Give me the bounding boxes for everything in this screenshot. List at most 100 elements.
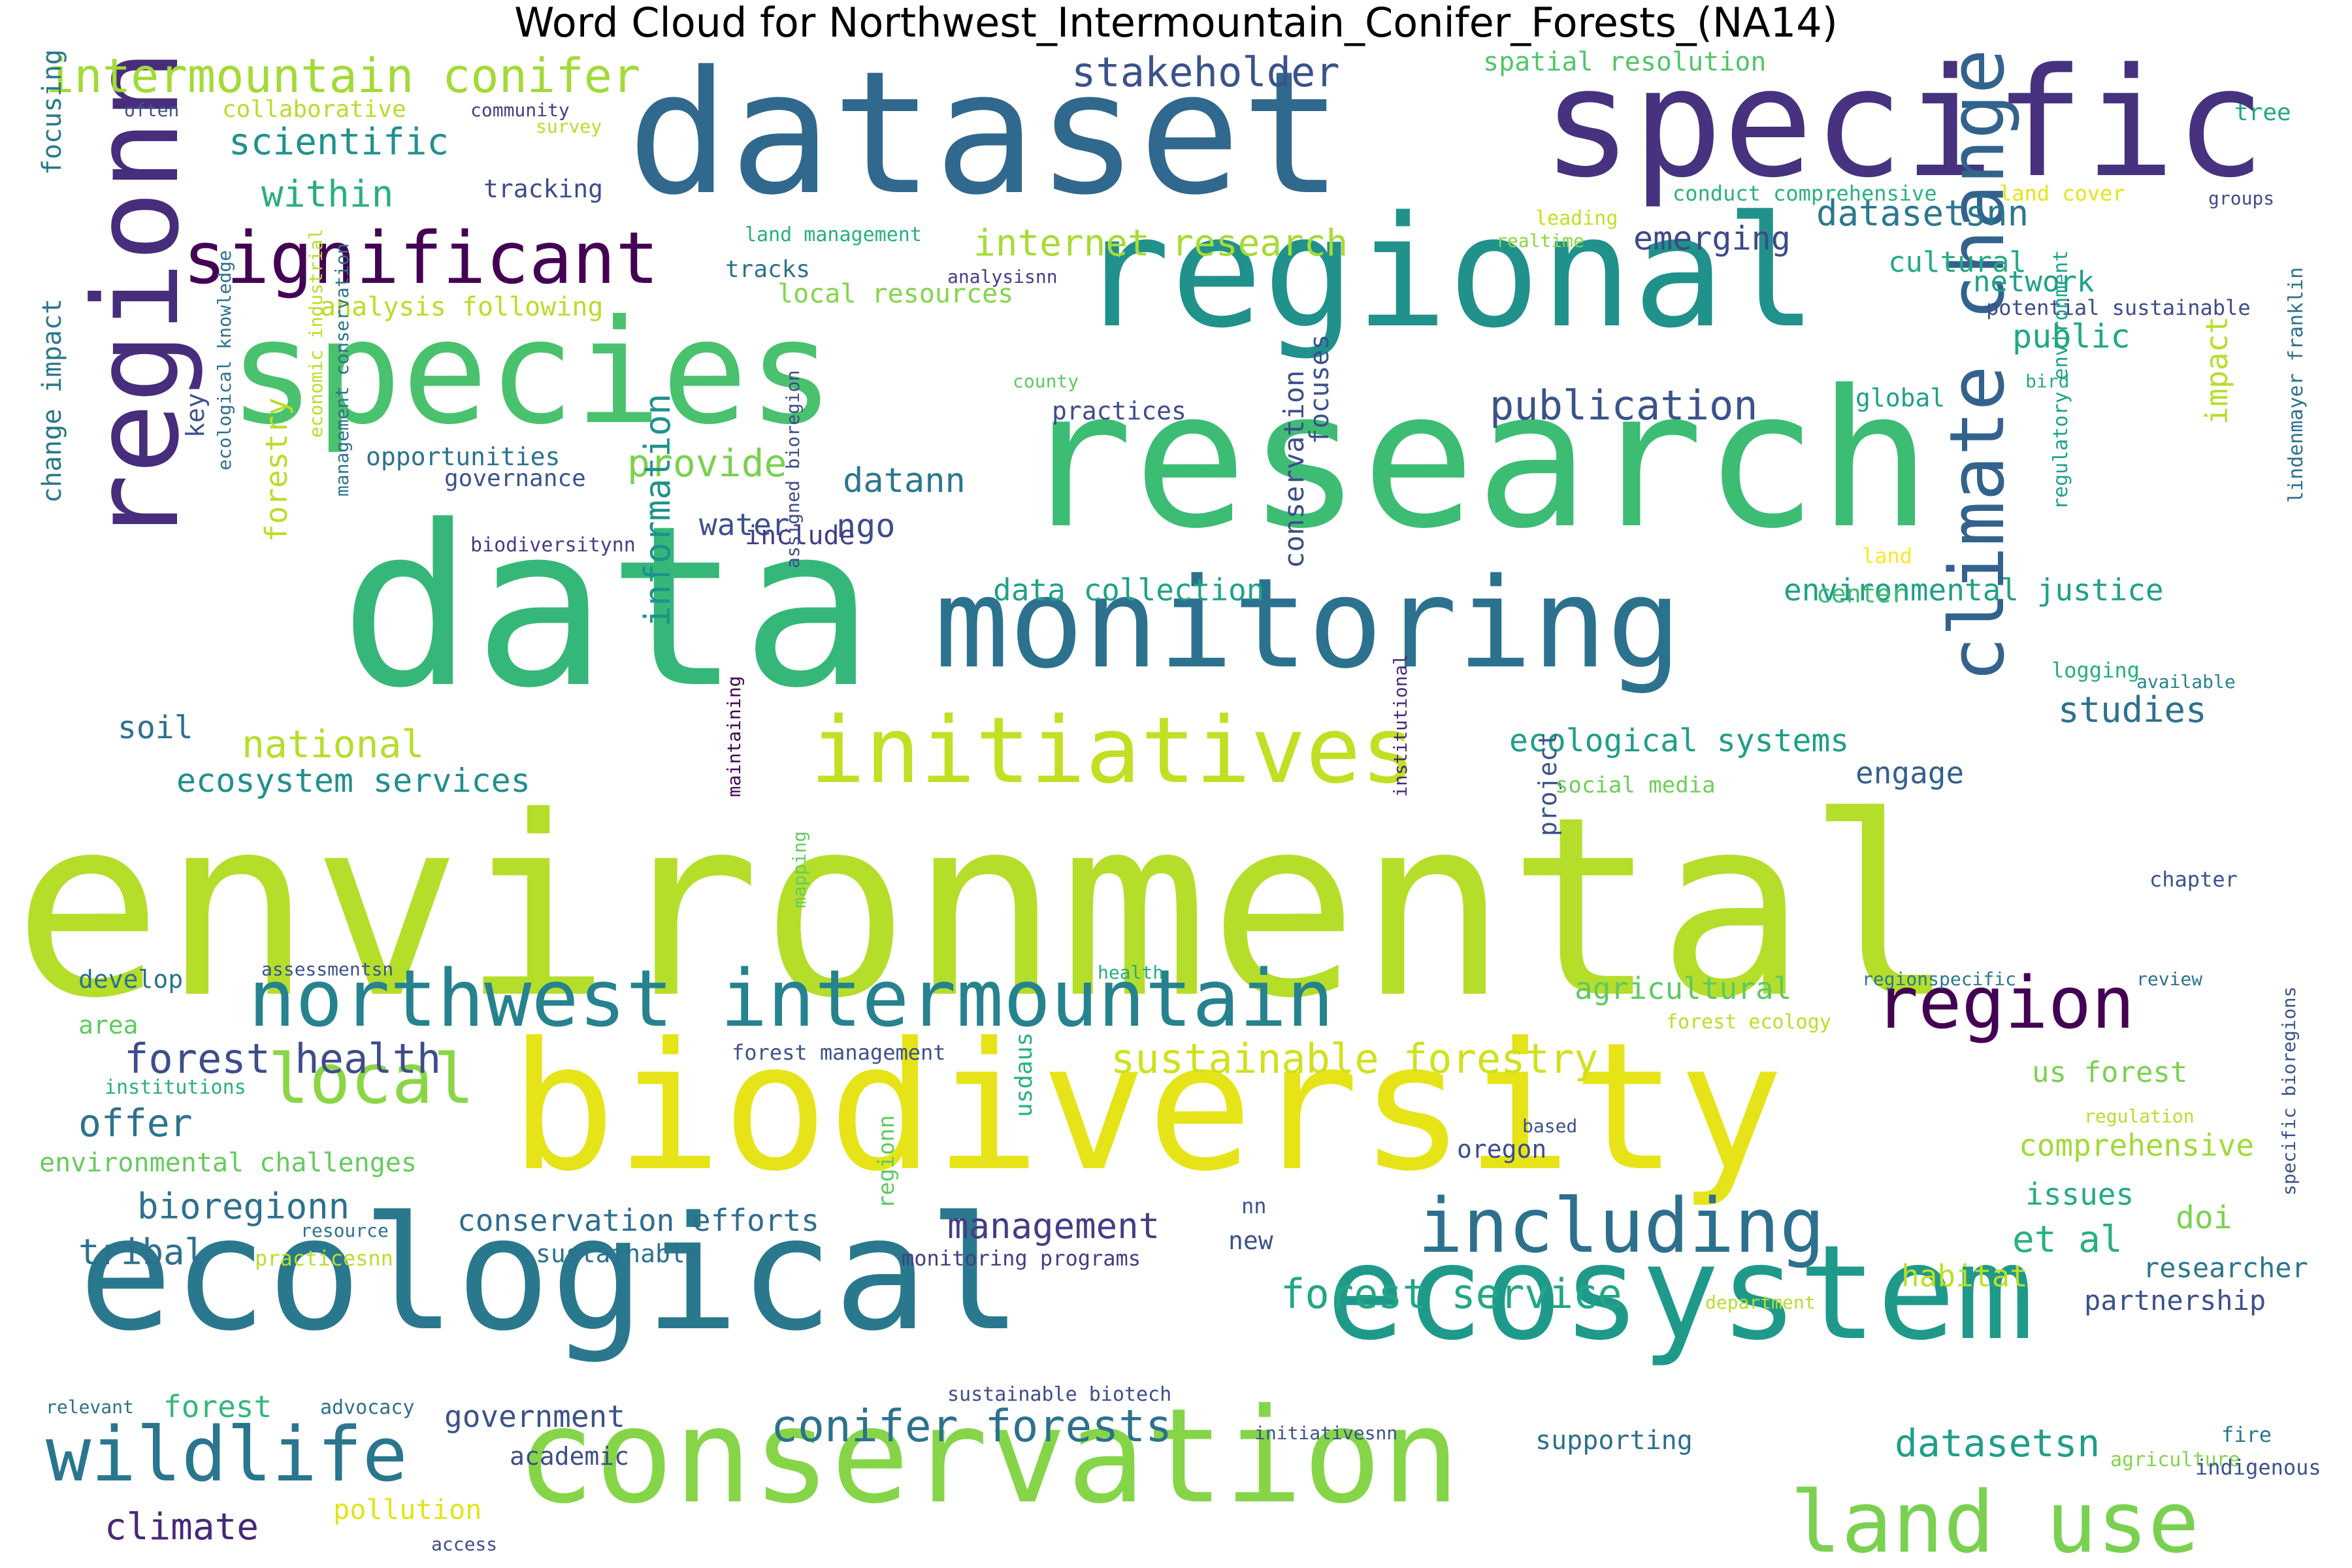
word-water: water [699,507,790,542]
word-community: community [470,99,570,121]
word-groups: groups [2208,188,2275,209]
word-ngo: ngo [836,507,896,545]
word-public: public [2012,318,2131,355]
word-region: region [1875,961,2135,1045]
word-wildlife: wildlife [46,1411,408,1499]
word-conservation: conservation [516,1380,1460,1533]
word-monitoring: monitoring [934,551,1682,696]
word-global: global [1855,384,1946,412]
word-northwest-intermountain: northwest intermountain [248,954,1334,1045]
word-survey: survey [536,116,602,137]
word-comprehensive: comprehensive [2019,1128,2255,1163]
word-forest-service: forest service [1281,1270,1622,1318]
word-us-forest: us forest [2032,1056,2188,1089]
word-spatial-resolution: spatial resolution [1483,47,1767,77]
word-tree: tree [2234,99,2291,126]
word-dataset: dataset [627,35,1343,233]
word-develop: develop [78,965,184,994]
word-regulatory-environment: regulatory environment [2050,250,2072,510]
word-analysisnn: analysisnn [947,266,1058,287]
word-usdaus: usdaus [1011,1032,1037,1117]
word-engage: engage [1855,755,1965,791]
word-forest-ecology: forest ecology [1666,1011,1831,1034]
word-leading: leading [1535,207,1618,230]
word-bird: bird [2025,370,2070,392]
word-regionn: regionn [69,49,205,545]
word-conifer-forests: conifer forests [771,1401,1173,1452]
word-intermountain-conifer: intermountain conifer [46,48,641,103]
word-maintaining: maintaining [723,676,745,797]
word-tracks: tracks [725,256,811,283]
word-key: key [181,393,210,438]
word-partnership: partnership [2084,1284,2266,1316]
word-available: available [2136,671,2236,693]
word-opportunities: opportunities [366,442,561,471]
word-management: management [947,1205,1160,1247]
word-soil: soil [118,710,193,746]
word-ecosystem: ecosystem [1326,1217,2034,1369]
word-often: often [124,99,180,121]
word-assessmentsn: assessmentsn [261,958,394,980]
word-practices: practices [1052,397,1186,425]
word-management-conservation: management conservation [331,243,353,497]
word-issues: issues [2025,1177,2134,1212]
word-institutions: institutions [105,1076,246,1099]
word-oregon: oregon [1457,1135,1547,1164]
word-new: new [1228,1226,1273,1255]
word-health: health [1098,962,1164,983]
word-access: access [431,1533,498,1555]
word-forest: forest [163,1389,272,1424]
word-logging: logging [2051,658,2140,683]
word-cultural: cultural [1888,246,2027,279]
word-agriculture: agriculture [2110,1448,2240,1471]
word-based: based [1522,1115,1578,1137]
word-national: national [242,722,425,766]
word-et-al: et al [2012,1218,2123,1261]
word-initiatives: initiatives [810,698,1416,804]
word-specific-bioregions: specific bioregions [2278,986,2300,1196]
word-initiativesnn: initiativesnn [1254,1422,1398,1444]
word-relevant: relevant [46,1396,134,1418]
word-datasetsnn: datasetsnn [1816,193,2029,234]
word-nn: nn [1241,1194,1267,1218]
word-regulation: regulation [2084,1105,2195,1127]
word-regionn: regionn [874,1115,900,1209]
word-academic: academic [510,1442,630,1471]
word-tribal: tribal [78,1232,206,1273]
word-local-resources: local resources [777,279,1014,309]
word-review: review [2136,968,2203,990]
word-department: department [1705,1292,1816,1313]
word-within: within [261,173,394,216]
word-land-use: land use [1790,1473,2200,1568]
word-lindenmayer-franklin: lindenmayer franklin [2285,267,2308,503]
word-environmental: environmental [13,763,1957,1053]
word-sustainable: sustainable [536,1239,700,1268]
word-ecological-systems: ecological systems [1509,723,1850,759]
word-social-media: social media [1555,772,1716,798]
word-advocacy: advocacy [320,1396,415,1419]
word-governance: governance [444,465,586,492]
word-sustainable-forestry: sustainable forestry [1111,1035,1599,1083]
word-government: government [444,1399,625,1434]
word-biodiversitynn: biodiversitynn [470,534,636,557]
word-potential-sustainable: potential sustainable [1986,295,2251,320]
word-area: area [78,1011,139,1039]
word-regional: regional [1078,184,1818,362]
word-change-impact: change impact [37,298,67,503]
word-tracking: tracking [483,174,604,203]
word-fire: fire [2221,1422,2272,1447]
word-resource: resource [301,1220,389,1241]
word-pollution: pollution [333,1494,482,1526]
word-monitoring-programs: monitoring programs [902,1246,1141,1271]
word-forest-health: forest health [124,1035,442,1083]
word-including: including [1418,1183,1825,1270]
word-biodiversity: biodiversity [510,1004,1784,1210]
word-offer: offer [78,1101,193,1145]
word-habitat: habitat [1901,1258,2028,1294]
word-land-cover: land cover [1999,181,2125,206]
word-datann: datann [843,461,966,500]
word-indigenous: indigenous [2195,1455,2321,1480]
word-ecological: ecological [78,1183,1022,1365]
word-land-management: land management [745,223,922,246]
